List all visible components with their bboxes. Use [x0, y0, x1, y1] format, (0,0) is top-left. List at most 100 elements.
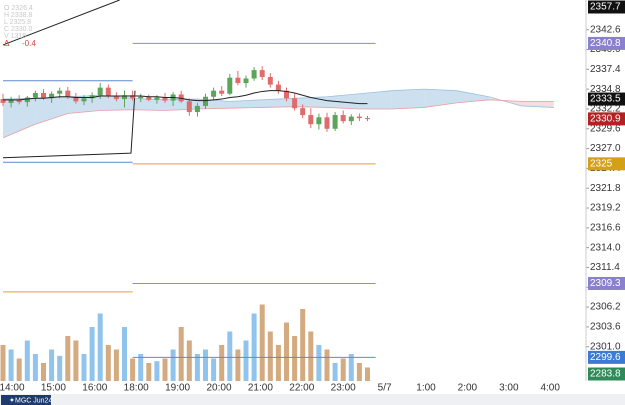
volume-bar	[332, 363, 338, 381]
candle-body	[227, 77, 233, 94]
volume-bar	[178, 327, 184, 381]
y-tick-label: 2327.0	[590, 143, 621, 154]
volume-bar	[105, 345, 111, 381]
volume-bar	[300, 309, 306, 381]
price-badge-label: 2333.5	[590, 94, 621, 105]
x-tick-label: 3:00	[499, 383, 519, 394]
cloud-segment	[456, 90, 489, 103]
candle-body	[162, 97, 168, 101]
candle-body	[49, 93, 55, 99]
candle-body	[24, 97, 30, 103]
candle-body	[122, 95, 127, 100]
candle-body	[356, 116, 362, 119]
y-tick-label: 2314.0	[590, 242, 621, 253]
ohlc-legend: H 2338.8	[4, 12, 33, 19]
y-tick-label: 2319.2	[590, 203, 621, 214]
volume-bar	[340, 358, 346, 381]
volume-bar	[170, 349, 176, 381]
cloud-segment	[3, 98, 36, 138]
volume-bar	[130, 358, 136, 381]
candle-body	[332, 115, 338, 129]
cloud-segment	[424, 89, 457, 108]
price-badge	[588, 276, 625, 290]
candle-body	[235, 77, 241, 84]
x-tick-label: 1:00	[416, 383, 436, 394]
volume-bar	[194, 354, 200, 381]
x-tick-label: 21:00	[248, 383, 273, 394]
cloud-segment	[327, 93, 360, 109]
price-badge	[588, 367, 625, 381]
candle-body	[105, 87, 111, 97]
volume-bar	[113, 349, 119, 381]
span-b	[2, 99, 554, 139]
candle-body	[73, 96, 79, 102]
candle-body	[146, 96, 152, 100]
price-badge	[588, 92, 625, 106]
y-tick-label: 2311.4	[590, 262, 620, 273]
candle-body	[57, 90, 63, 94]
volume-bar	[138, 354, 144, 381]
bottom-bar	[0, 394, 625, 405]
y-tick-label: 2301.0	[590, 341, 621, 352]
y-tick-label: 2316.6	[590, 222, 621, 233]
volume-bar	[8, 349, 14, 381]
ohlc-legend: V 1318	[4, 33, 26, 40]
candle-body	[203, 96, 208, 106]
x-tick-label: 5/7	[378, 383, 392, 394]
volume-bar	[16, 358, 22, 381]
price-badge-label: 2325	[590, 158, 613, 169]
x-tick-label: 4:00	[540, 383, 560, 394]
volume-bar	[259, 304, 265, 381]
price-badge	[588, 157, 625, 171]
volume-bar	[308, 331, 314, 381]
candle-body	[292, 98, 298, 109]
y-tick-label: 2321.8	[590, 183, 621, 194]
span-a	[2, 88, 554, 108]
symbol-label[interactable]: MGC Jun24	[15, 397, 52, 404]
volume-bar	[275, 345, 281, 381]
x-tick-label: 15:00	[41, 383, 66, 394]
volume-bar	[97, 313, 103, 381]
x-tick-label: 18:00	[124, 383, 149, 394]
candle-body	[32, 92, 38, 98]
volume-bar	[49, 349, 55, 381]
x-tick-label: 23:00	[331, 383, 356, 394]
volume-bar	[154, 361, 160, 381]
moving-average	[3, 90, 368, 105]
x-tick-label: 16:00	[82, 383, 107, 394]
candle-body	[275, 84, 281, 91]
x-tick-label: 2:00	[458, 383, 478, 394]
candle-body	[300, 108, 306, 116]
candle-body	[194, 105, 200, 113]
price-badge	[588, 112, 625, 126]
candle-body	[8, 99, 14, 103]
y-tick-label: 2332.2	[590, 104, 621, 115]
price-badge-label: 2340.8	[590, 38, 621, 49]
candle-body	[113, 96, 119, 100]
candle-body	[138, 96, 144, 99]
volume-bar	[219, 345, 225, 381]
delta-value: -0.4	[22, 39, 36, 48]
cloud-segment	[359, 90, 392, 109]
candle-body	[211, 90, 217, 97]
volume-bar	[24, 340, 30, 381]
volume-bar	[227, 331, 233, 381]
volume-bar	[267, 331, 273, 381]
plot	[0, 0, 554, 381]
y-tick-label: 2329.6	[590, 123, 621, 134]
candle-body	[130, 95, 136, 99]
candle-body	[308, 115, 314, 125]
candle-body	[251, 70, 257, 79]
candle-body	[0, 99, 6, 103]
volume-bar	[356, 363, 362, 381]
candle-body	[41, 92, 46, 99]
volume-bar	[316, 345, 322, 381]
symbol-tag[interactable]	[1, 395, 51, 405]
volume-bar	[89, 327, 95, 381]
volume-bar	[235, 349, 241, 381]
price-badge	[588, 350, 625, 364]
volume-bar	[365, 367, 370, 381]
volume-bar	[81, 354, 87, 381]
candle-body	[259, 70, 265, 77]
ohlc-legend: O 2326.4	[4, 5, 33, 12]
